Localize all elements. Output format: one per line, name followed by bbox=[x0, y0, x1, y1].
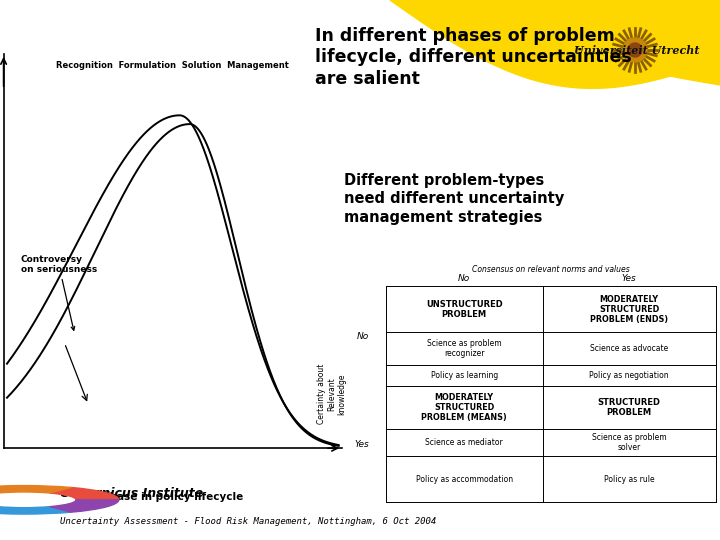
Text: Consensus on relevant norms and values: Consensus on relevant norms and values bbox=[472, 265, 630, 274]
Text: Science as advocate: Science as advocate bbox=[590, 344, 668, 353]
Circle shape bbox=[628, 43, 642, 57]
Text: Policy as rule: Policy as rule bbox=[604, 475, 654, 484]
Polygon shape bbox=[390, 0, 720, 89]
Text: In different phases of problem
lifecycle, different uncertainties
are salient: In different phases of problem lifecycle… bbox=[315, 27, 631, 88]
Text: Copernicus Institute: Copernicus Institute bbox=[60, 487, 204, 500]
Text: Science as problem
solver: Science as problem solver bbox=[592, 433, 667, 453]
Text: STRUCTURED
PROBLEM: STRUCTURED PROBLEM bbox=[598, 398, 661, 417]
Text: Yes: Yes bbox=[354, 440, 369, 449]
Text: Science as mediator: Science as mediator bbox=[426, 438, 503, 447]
Text: Policy as accommodation: Policy as accommodation bbox=[415, 475, 513, 484]
Text: UNSTRUCTURED
PROBLEM: UNSTRUCTURED PROBLEM bbox=[426, 300, 503, 319]
Circle shape bbox=[623, 38, 647, 62]
Polygon shape bbox=[390, 0, 720, 85]
Text: Controversy
on seriousness: Controversy on seriousness bbox=[20, 254, 96, 330]
Text: No: No bbox=[357, 332, 369, 341]
Text: Uncertainty Assessment - Flood Risk Management, Nottingham, 6 Oct 2004: Uncertainty Assessment - Flood Risk Mana… bbox=[60, 517, 437, 526]
Text: MODERATELY
STRUCTURED
PROBLEM (MEANS): MODERATELY STRUCTURED PROBLEM (MEANS) bbox=[421, 393, 507, 422]
Text: Policy as learning: Policy as learning bbox=[431, 371, 498, 380]
Text: Universiteit Utrecht: Universiteit Utrecht bbox=[575, 44, 700, 56]
Text: Phase in policy lifecycle: Phase in policy lifecycle bbox=[102, 492, 243, 502]
Wedge shape bbox=[0, 485, 71, 493]
Text: No: No bbox=[458, 274, 470, 283]
Text: MODERATELY
STRUCTURED
PROBLEM (ENDS): MODERATELY STRUCTURED PROBLEM (ENDS) bbox=[590, 295, 668, 323]
Text: Recognition  Formulation  Solution  Management: Recognition Formulation Solution Managem… bbox=[56, 61, 289, 70]
Text: Policy as negotiation: Policy as negotiation bbox=[590, 371, 669, 380]
Text: Different problem-types
need different uncertainty
management strategies: Different problem-types need different u… bbox=[344, 173, 564, 225]
Wedge shape bbox=[50, 500, 119, 512]
Text: Science as problem
recognizer: Science as problem recognizer bbox=[427, 339, 502, 358]
Wedge shape bbox=[50, 488, 119, 500]
Text: Certainty about
Relevant
knowledge: Certainty about Relevant knowledge bbox=[317, 364, 346, 424]
Text: Yes: Yes bbox=[622, 274, 636, 283]
Wedge shape bbox=[0, 507, 71, 514]
